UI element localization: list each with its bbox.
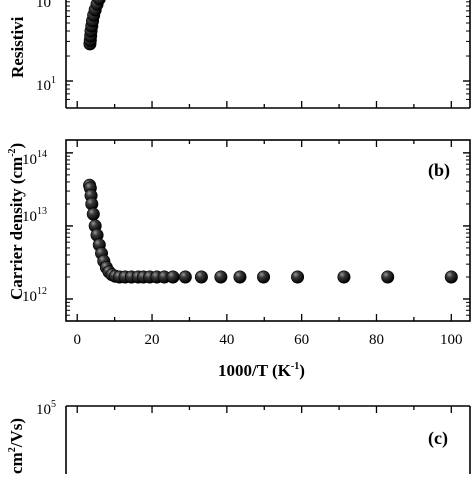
panel-c-ylabel: cm2/Vs)	[7, 418, 26, 474]
panel-b: 1012 1013 1014 0 20 40 60 80 100 (b) Carrier …	[7, 139, 471, 380]
panel-a-ytick-label-1: 10	[36, 0, 51, 11]
panel-b-xtick-label-3: 60	[294, 332, 309, 348]
panel-a-point-9	[92, 0, 106, 6]
panel-a-ytick-label-0: 101	[36, 75, 56, 94]
panel-b-xtick-label-5: 100	[440, 332, 463, 348]
panel-b-xlabel: 1000/T (K-1)	[218, 361, 305, 380]
panel-b-point-23	[178, 270, 192, 284]
panel-b-ylabel: Carrier density (cm-2)	[7, 143, 26, 300]
panel-b-xtick-label-1: 20	[145, 332, 160, 348]
panel-b-point-22	[166, 270, 180, 284]
panel-b-point-4	[86, 207, 100, 221]
panel-b-point-24	[194, 270, 208, 284]
panel-b-xtick-label-4: 80	[369, 332, 384, 348]
panel-b-xtick-label-0: 0	[73, 332, 81, 348]
panel-a-ylabel: Resistivi	[8, 16, 27, 78]
panel-b-ytick-label-12: 1012	[22, 286, 47, 305]
panel-a: 101 10 Resistivi	[8, 0, 471, 109]
panel-b-ytick-label-13: 1013	[22, 206, 47, 225]
panel-b-point-31	[444, 270, 458, 284]
panel-b-frame	[65, 139, 471, 322]
panel-c-label: (c)	[428, 428, 448, 449]
panel-c: 105 (c) cm2/Vs)	[7, 399, 471, 474]
panel-b-point-25	[214, 270, 228, 284]
panel-b-xtick-label-2: 40	[219, 332, 234, 348]
panel-b-point-26	[233, 270, 247, 284]
panel-b-point-27	[257, 270, 271, 284]
panel-b-point-28	[291, 270, 305, 284]
panel-c-ytick-label-5: 105	[36, 399, 56, 418]
panel-b-label: (b)	[428, 160, 450, 181]
panel-b-point-30	[381, 270, 395, 284]
panel-b-point-29	[337, 270, 351, 284]
panel-b-ytick-label-14: 1014	[22, 149, 47, 168]
